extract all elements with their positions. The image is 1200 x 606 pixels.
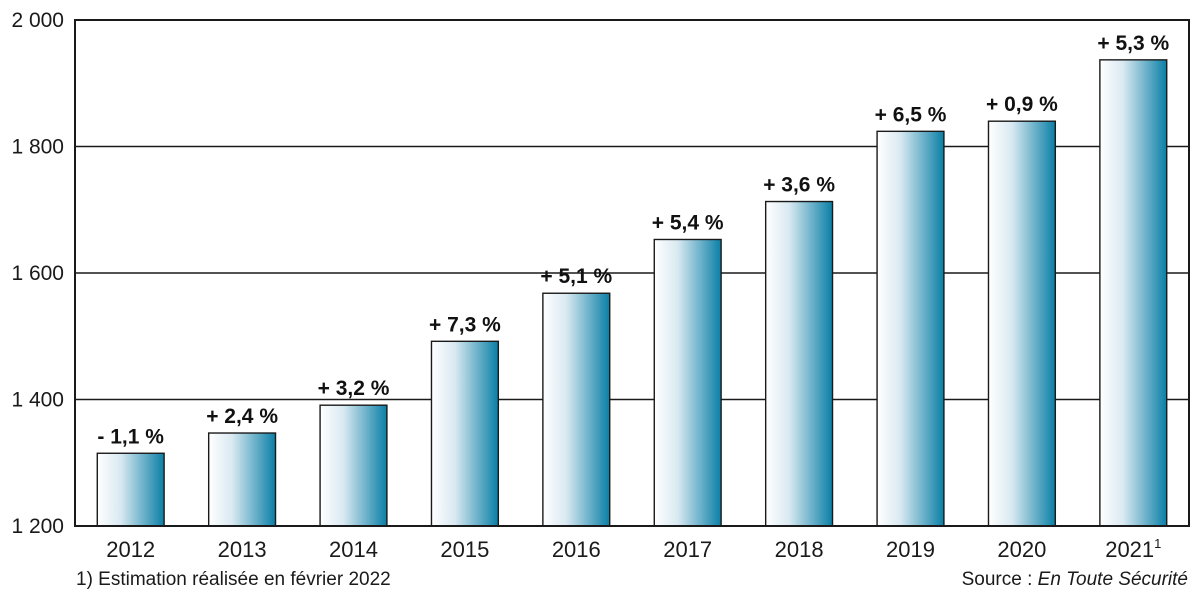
bar-2016 — [542, 292, 611, 527]
data-label: - 1,1 % — [97, 425, 164, 448]
bar-2012 — [96, 452, 165, 527]
footnote: 1) Estimation réalisée en février 2022 — [76, 569, 391, 590]
bar-2019 — [876, 130, 945, 527]
data-label: + 6,5 % — [875, 103, 947, 126]
y-tick-label: 1 600 — [11, 262, 64, 285]
bar-chart: 1 200 1 400 1 600 1 800 2 000 - 1,1 % 2012 + 2,… — [11, 9, 1190, 562]
bar-2017 — [653, 238, 722, 527]
x-tick-label: 2015 — [440, 537, 489, 562]
data-label: + 0,9 % — [986, 93, 1058, 116]
data-label: + 5,1 % — [540, 265, 612, 288]
bar-2021 — [1099, 59, 1168, 527]
data-label: + 5,4 % — [652, 211, 724, 234]
x-tick-label: 2016 — [552, 537, 601, 562]
y-tick-label: 2 000 — [11, 9, 64, 32]
x-tick-label: 2013 — [218, 537, 267, 562]
x-tick-label: 2019 — [886, 537, 935, 562]
source-name: En Toute Sécurité — [1037, 569, 1188, 590]
x-tick-label: 2018 — [775, 537, 824, 562]
bar-2018 — [764, 200, 834, 527]
y-tick-label: 1 400 — [11, 389, 64, 412]
x-tick-label: 2014 — [329, 537, 378, 562]
data-label: + 3,6 % — [763, 174, 835, 197]
data-label: + 3,2 % — [318, 377, 390, 400]
source-prefix: Source : — [961, 569, 1038, 590]
plot-frame — [74, 19, 1190, 527]
bar-2015 — [430, 340, 500, 527]
data-label: + 5,3 % — [1097, 32, 1169, 55]
bar-2014 — [319, 404, 388, 527]
x-tick-label: 20211 — [1105, 536, 1161, 562]
x-tick-label: 2020 — [997, 537, 1046, 562]
data-label: + 2,4 % — [206, 405, 278, 428]
x-tick-label: 2017 — [663, 537, 712, 562]
bar-2013 — [207, 432, 277, 527]
y-tick-label: 1 200 — [11, 515, 64, 538]
bar-2020 — [987, 120, 1057, 527]
x-tick-label: 2012 — [106, 537, 155, 562]
y-tick-label: 1 800 — [11, 136, 64, 159]
data-label: + 7,3 % — [429, 313, 501, 336]
source-note: Source : En Toute Sécurité — [962, 569, 1188, 591]
